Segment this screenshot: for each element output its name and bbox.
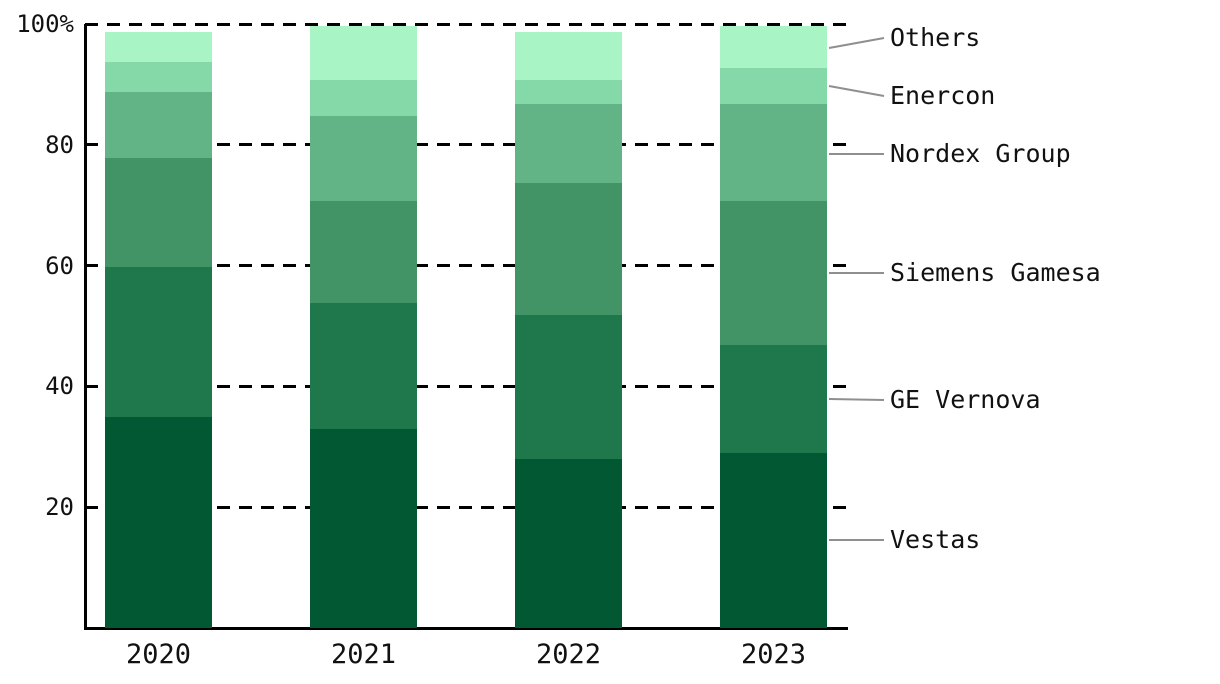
leader-line-ge-vernova — [828, 398, 885, 401]
bar-2021-nordex-group — [310, 116, 417, 201]
y-axis-tick-label-20: 20 — [45, 493, 74, 522]
bar-2021-enercon — [310, 80, 417, 117]
y-axis-line — [84, 24, 87, 630]
bar-2022-others — [515, 32, 622, 81]
bar-2022-siemens-gamesa — [515, 182, 622, 315]
y-axis-tick-label-40: 40 — [45, 372, 74, 401]
x-axis-tick-label-2023: 2023 — [740, 639, 807, 670]
y-axis-tick-label-100: 100% — [16, 10, 74, 38]
bar-2020-siemens-gamesa — [105, 158, 212, 267]
legend-label-nordex-group: Nordex Group — [890, 139, 1071, 168]
legend-label-others: Others — [890, 23, 981, 52]
bar-2022-ge-vernova — [515, 314, 622, 460]
bar-2023-nordex-group — [720, 104, 827, 201]
bar-2021-siemens-gamesa — [310, 200, 417, 303]
bar-2023-siemens-gamesa — [720, 200, 827, 346]
x-axis-tick-label-2022: 2022 — [535, 639, 602, 670]
bar-2020-others — [105, 32, 212, 63]
bar-2021-ge-vernova — [310, 302, 417, 430]
legend-label-ge-vernova: GE Vernova — [890, 385, 1041, 414]
x-axis-tick-label-2020: 2020 — [125, 639, 192, 670]
bar-2020-nordex-group — [105, 92, 212, 159]
bar-2023-vestas — [720, 453, 827, 628]
bar-2022-nordex-group — [515, 104, 622, 183]
legend-label-enercon: Enercon — [890, 81, 996, 110]
leader-line-enercon — [828, 85, 885, 97]
gridline-80 — [85, 143, 848, 147]
gridline-100 — [85, 22, 848, 26]
legend-label-siemens-gamesa: Siemens Gamesa — [890, 258, 1101, 287]
x-axis-tick-label-2021: 2021 — [330, 639, 397, 670]
bar-2022-enercon — [515, 80, 622, 105]
gridline-20 — [85, 505, 848, 509]
x-axis-line — [84, 627, 848, 630]
gridline-60 — [85, 264, 848, 268]
bar-2023-enercon — [720, 68, 827, 105]
bar-2020-vestas — [105, 417, 212, 628]
bar-2020-enercon — [105, 62, 212, 93]
gridline-40 — [85, 384, 848, 388]
y-axis-tick-label-80: 80 — [45, 130, 74, 159]
bar-2020-ge-vernova — [105, 266, 212, 418]
legend-label-vestas: Vestas — [890, 525, 981, 554]
bar-2023-others — [720, 26, 827, 69]
leader-line-others — [828, 37, 885, 49]
bar-2021-others — [310, 26, 417, 81]
bar-2021-vestas — [310, 429, 417, 628]
bar-2023-ge-vernova — [720, 345, 827, 454]
y-axis-tick-label-60: 60 — [45, 251, 74, 280]
bar-2022-vestas — [515, 459, 622, 628]
